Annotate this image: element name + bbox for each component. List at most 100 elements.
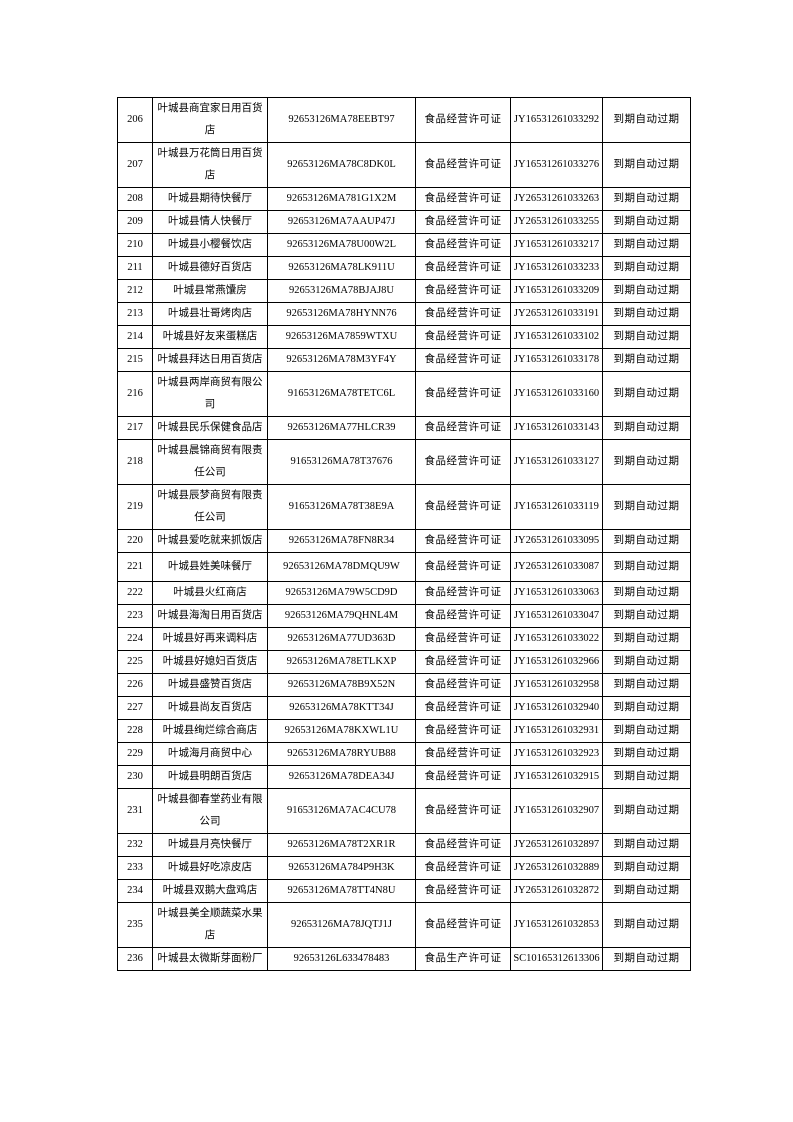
credit-code-cell: 92653126MA784P9H3K (267, 856, 416, 880)
status-cell: 到期自动过期 (602, 696, 691, 720)
license-type-cell: 食品经营许可证 (415, 439, 511, 485)
status-cell: 到期自动过期 (602, 142, 691, 188)
credit-code-cell: 91653126MA78T37676 (267, 439, 416, 485)
credit-code-cell: 92653126MA78RYUB88 (267, 742, 416, 766)
credit-code-cell: 92653126MA78KTT34J (267, 696, 416, 720)
credit-code-cell: 92653126MA79W5CD9D (267, 581, 416, 605)
business-name-cell: 叶城县常燕馕房 (152, 279, 268, 303)
license-type-cell: 食品经营许可证 (415, 142, 511, 188)
business-name-cell: 叶城县爱吃就来抓饭店 (152, 529, 268, 553)
license-number-cell: JY26531261033095 (510, 529, 603, 553)
license-type-cell: 食品经营许可证 (415, 742, 511, 766)
table-row: 213 叶城县壮哥烤肉店 92653126MA78HYNN76 食品经营许可证 JY26… (117, 302, 691, 326)
business-name-cell: 叶城县绚烂综合商店 (152, 719, 268, 743)
business-name-cell: 叶城县晨锦商贸有限责任公司 (152, 439, 268, 485)
credit-code-cell: 92653126MA7859WTXU (267, 325, 416, 349)
business-name-cell: 叶城县月亮快餐厅 (152, 833, 268, 857)
row-number-cell: 207 (117, 142, 153, 188)
license-type-cell: 食品经营许可证 (415, 696, 511, 720)
license-type-cell: 食品经营许可证 (415, 581, 511, 605)
table-row: 236 叶城县太微斯芽面粉厂 92653126L633478483 食品生产许可证 SC… (117, 947, 691, 971)
status-cell: 到期自动过期 (602, 902, 691, 948)
row-number-cell: 231 (117, 788, 153, 834)
license-type-cell: 食品经营许可证 (415, 97, 511, 143)
license-type-cell: 食品经营许可证 (415, 325, 511, 349)
credit-code-cell: 92653126MA78HYNN76 (267, 302, 416, 326)
license-type-cell: 食品经营许可证 (415, 279, 511, 303)
license-number-cell: SC10165312613306 (510, 947, 603, 971)
license-number-cell: JY26531261033087 (510, 552, 603, 582)
business-name-cell: 叶城海月商贸中心 (152, 742, 268, 766)
credit-code-cell: 92653126MA78DEA34J (267, 765, 416, 789)
credit-code-cell: 92653126MA78DMQU9W (267, 552, 416, 582)
table-row: 207 叶城县万花筒日用百货店 92653126MA78C8DK0L 食品经营许可证 J… (117, 142, 691, 188)
status-cell: 到期自动过期 (602, 552, 691, 582)
license-type-cell: 食品经营许可证 (415, 879, 511, 903)
status-cell: 到期自动过期 (602, 416, 691, 440)
credit-code-cell: 92653126MA78U00W2L (267, 233, 416, 257)
table-row: 226 叶城县盛赞百货店 92653126MA78B9X52N 食品经营许可证 JY16… (117, 673, 691, 697)
license-number-cell: JY16531261033178 (510, 348, 603, 372)
license-number-cell: JY16531261032915 (510, 765, 603, 789)
license-type-cell: 食品经营许可证 (415, 256, 511, 280)
row-number-cell: 217 (117, 416, 153, 440)
credit-code-cell: 91653126MA78TETC6L (267, 371, 416, 417)
table-row: 218 叶城县晨锦商贸有限责任公司 91653126MA78T37676 食品经营许可… (117, 439, 691, 485)
business-name-cell: 叶城县火红商店 (152, 581, 268, 605)
license-number-cell: JY16531261033119 (510, 484, 603, 530)
credit-code-cell: 91653126MA78T38E9A (267, 484, 416, 530)
credit-code-cell: 92653126MA78FN8R34 (267, 529, 416, 553)
credit-code-cell: 92653126MA78TT4N8U (267, 879, 416, 903)
license-number-cell: JY26531261033263 (510, 187, 603, 211)
table-row: 224 叶城县好再来调料店 92653126MA77UD363D 食品经营许可证 JY1… (117, 627, 691, 651)
row-number-cell: 208 (117, 187, 153, 211)
license-type-cell: 食品经营许可证 (415, 348, 511, 372)
row-number-cell: 233 (117, 856, 153, 880)
table-row: 235 叶城县美全顺蔬菜水果店 92653126MA78JQTJ1J 食品经营许可证 J… (117, 902, 691, 948)
business-name-cell: 叶城县美全顺蔬菜水果店 (152, 902, 268, 948)
status-cell: 到期自动过期 (602, 947, 691, 971)
status-cell: 到期自动过期 (602, 256, 691, 280)
row-number-cell: 222 (117, 581, 153, 605)
table-row: 223 叶城县海淘日用百货店 92653126MA79QHNL4M 食品经营许可证 JY… (117, 604, 691, 628)
credit-code-cell: 92653126L633478483 (267, 947, 416, 971)
business-name-cell: 叶城县好媳妇百货店 (152, 650, 268, 674)
status-cell: 到期自动过期 (602, 856, 691, 880)
business-name-cell: 叶城县御春堂药业有限公司 (152, 788, 268, 834)
license-number-cell: JY16531261032940 (510, 696, 603, 720)
status-cell: 到期自动过期 (602, 279, 691, 303)
table-row: 215 叶城县拜达日用百货店 92653126MA78M3YF4Y 食品经营许可证 JY… (117, 348, 691, 372)
license-number-cell: JY16531261032931 (510, 719, 603, 743)
business-name-cell: 叶城县好再来调料店 (152, 627, 268, 651)
credit-code-cell: 92653126MA781G1X2M (267, 187, 416, 211)
license-number-cell: JY16531261032966 (510, 650, 603, 674)
status-cell: 到期自动过期 (602, 325, 691, 349)
credit-code-cell: 92653126MA78C8DK0L (267, 142, 416, 188)
row-number-cell: 219 (117, 484, 153, 530)
license-number-cell: JY16531261033102 (510, 325, 603, 349)
credit-code-cell: 92653126MA78KXWL1U (267, 719, 416, 743)
table-row: 229 叶城海月商贸中心 92653126MA78RYUB88 食品经营许可证 JY16… (117, 742, 691, 766)
table-row: 232 叶城县月亮快餐厅 92653126MA78T2XR1R 食品经营许可证 JY26… (117, 833, 691, 857)
license-type-cell: 食品经营许可证 (415, 604, 511, 628)
table-row: 222 叶城县火红商店 92653126MA79W5CD9D 食品经营许可证 JY165… (117, 581, 691, 605)
license-number-cell: JY26531261032889 (510, 856, 603, 880)
credit-code-cell: 92653126MA78JQTJ1J (267, 902, 416, 948)
row-number-cell: 234 (117, 879, 153, 903)
license-type-cell: 食品经营许可证 (415, 529, 511, 553)
license-type-cell: 食品经营许可证 (415, 552, 511, 582)
credit-code-cell: 92653126MA78M3YF4Y (267, 348, 416, 372)
business-name-cell: 叶城县姓美味餐厅 (152, 552, 268, 582)
table-row: 209 叶城县情人快餐厅 92653126MA7AAUP47J 食品经营许可证 JY26… (117, 210, 691, 234)
business-name-cell: 叶城县拜达日用百货店 (152, 348, 268, 372)
credit-code-cell: 92653126MA78EEBT97 (267, 97, 416, 143)
table-row: 225 叶城县好媳妇百货店 92653126MA78ETLKXP 食品经营许可证 JY1… (117, 650, 691, 674)
row-number-cell: 229 (117, 742, 153, 766)
table-row: 221 叶城县姓美味餐厅 92653126MA78DMQU9W 食品经营许可证 JY26… (117, 552, 691, 582)
status-cell: 到期自动过期 (602, 484, 691, 530)
business-name-cell: 叶城县盛赞百货店 (152, 673, 268, 697)
table-row: 216 叶城县两岸商贸有限公司 91653126MA78TETC6L 食品经营许可证 J… (117, 371, 691, 417)
business-name-cell: 叶城县海淘日用百货店 (152, 604, 268, 628)
license-type-cell: 食品经营许可证 (415, 371, 511, 417)
license-type-cell: 食品经营许可证 (415, 833, 511, 857)
